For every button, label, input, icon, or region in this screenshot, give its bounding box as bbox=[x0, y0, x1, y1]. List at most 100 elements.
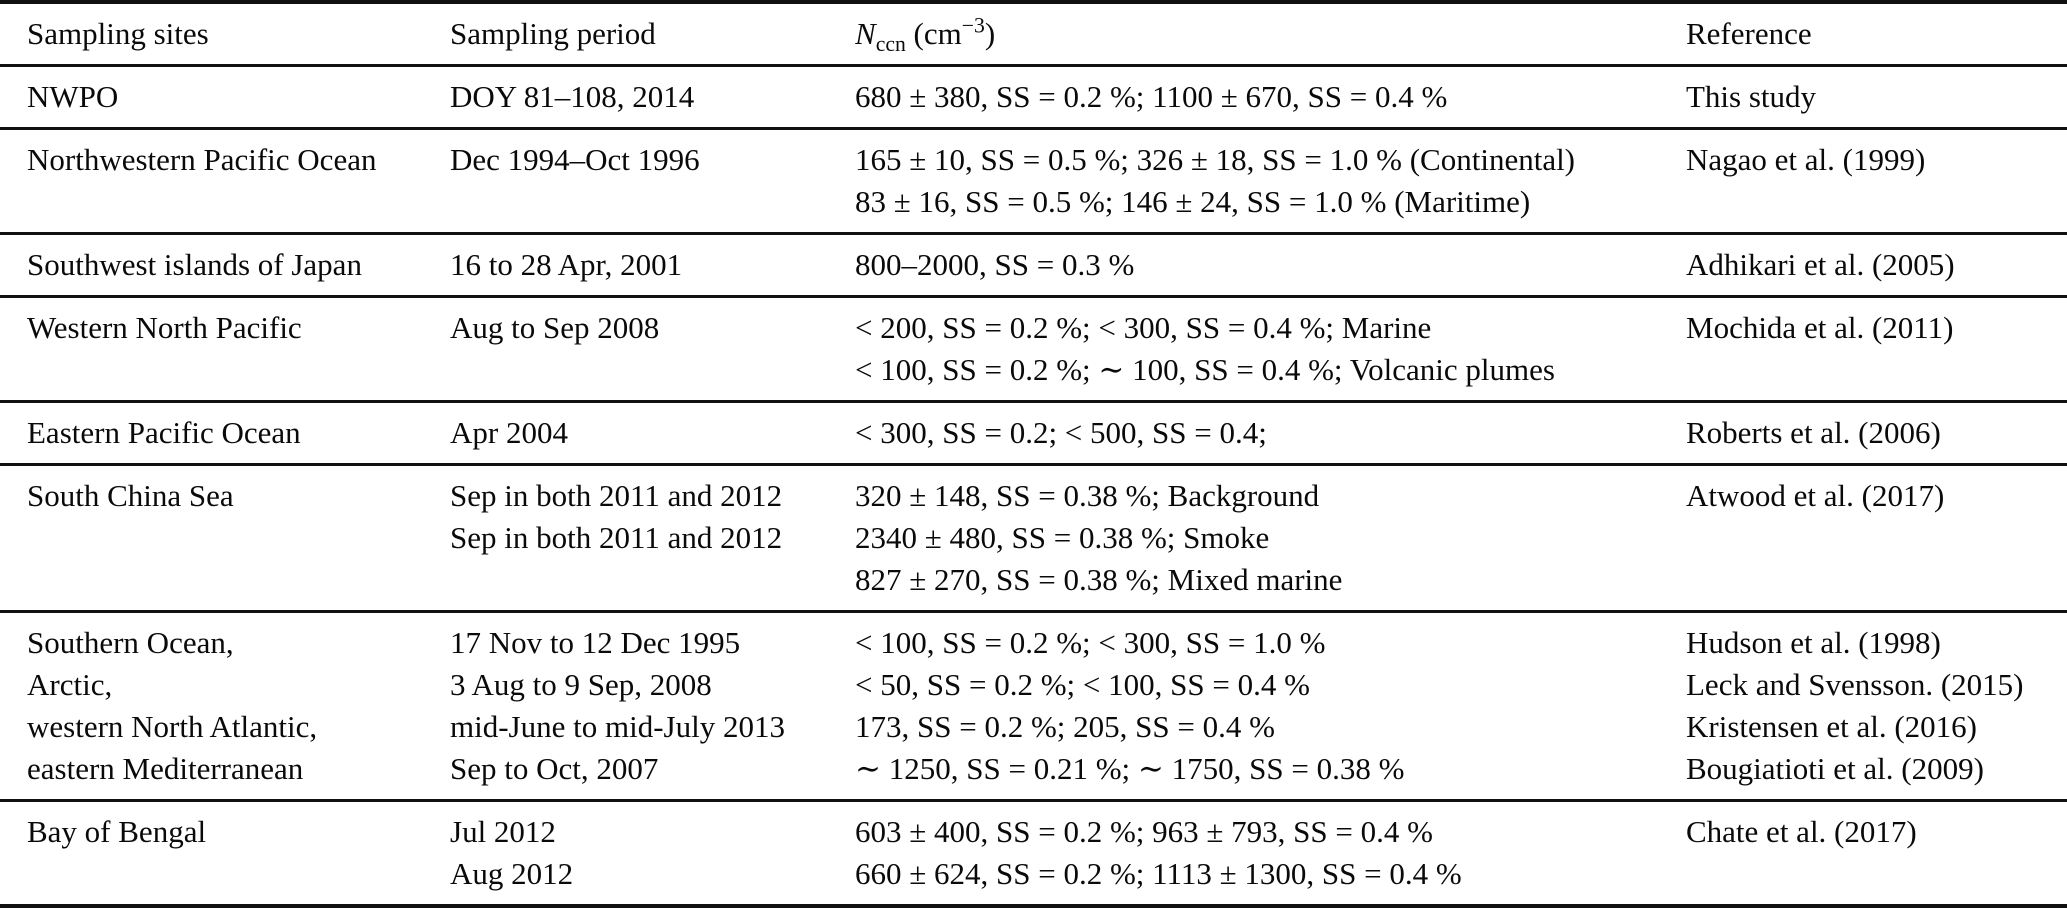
cell-line: Atwood et al. (2017) bbox=[1686, 478, 1945, 513]
cell-line: Aug to Sep 2008 bbox=[450, 310, 660, 345]
cell-line: DOY 81–108, 2014 bbox=[450, 79, 695, 114]
cell-line: Sep in both 2011 and 2012 bbox=[450, 520, 783, 555]
cell-line: Apr 2004 bbox=[450, 415, 568, 450]
table-row-western-north-pacific: Western North Pacific Aug to Sep 2008 < … bbox=[0, 297, 2067, 402]
cell-line: NWPO bbox=[27, 79, 119, 114]
column-header-sampling-sites: Sampling sites bbox=[27, 16, 209, 51]
nccn-unit-open: (cm bbox=[905, 16, 962, 51]
cell-line: < 100, SS = 0.2 %; ∼ 100, SS = 0.4 %; Vo… bbox=[855, 352, 1555, 387]
cell-reference: Atwood et al. (2017) bbox=[1686, 465, 2067, 612]
column-header-nccn: Nccn (cm−3) bbox=[855, 2, 1686, 66]
header-row: Sampling sites Sampling period Nccn (cm−… bbox=[0, 2, 2067, 66]
table-row-bay-of-bengal: Bay of Bengal Jul 2012 Aug 2012 603 ± 40… bbox=[0, 801, 2067, 907]
cell-reference: Chate et al. (2017) bbox=[1686, 801, 2067, 907]
cell-line: Mochida et al. (2011) bbox=[1686, 310, 1954, 345]
cell-reference: Nagao et al. (1999) bbox=[1686, 129, 2067, 234]
table-row-eastern-pacific: Eastern Pacific Ocean Apr 2004 < 300, SS… bbox=[0, 402, 2067, 465]
nccn-symbol: N bbox=[855, 16, 876, 51]
cell-sampling-site: Eastern Pacific Ocean bbox=[0, 402, 450, 465]
cell-line: 660 ± 624, SS = 0.2 %; 1113 ± 1300, SS =… bbox=[855, 856, 1462, 891]
cell-line: < 50, SS = 0.2 %; < 100, SS = 0.4 % bbox=[855, 667, 1310, 702]
column-header-reference: Reference bbox=[1686, 16, 1812, 51]
cell-line: 800–2000, SS = 0.3 % bbox=[855, 247, 1135, 282]
cell-sampling-site: NWPO bbox=[0, 66, 450, 129]
cell-sampling-site: Southern Ocean, Arctic, western North At… bbox=[0, 612, 450, 801]
cell-line: western North Atlantic, bbox=[27, 709, 318, 744]
cell-line: Adhikari et al. (2005) bbox=[1686, 247, 1955, 282]
cell-sampling-period: 17 Nov to 12 Dec 1995 3 Aug to 9 Sep, 20… bbox=[450, 612, 855, 801]
table-row-multi-region: Southern Ocean, Arctic, western North At… bbox=[0, 612, 2067, 801]
cell-line: mid-June to mid-July 2013 bbox=[450, 709, 785, 744]
cell-line: Nagao et al. (1999) bbox=[1686, 142, 1926, 177]
cell-sampling-period: DOY 81–108, 2014 bbox=[450, 66, 855, 129]
cell-line: Eastern Pacific Ocean bbox=[27, 415, 301, 450]
cell-nccn: 603 ± 400, SS = 0.2 %; 963 ± 793, SS = 0… bbox=[855, 801, 1686, 907]
cell-nccn: < 200, SS = 0.2 %; < 300, SS = 0.4 %; Ma… bbox=[855, 297, 1686, 402]
cell-line: South China Sea bbox=[27, 478, 234, 513]
cell-line: < 200, SS = 0.2 %; < 300, SS = 0.4 %; Ma… bbox=[855, 310, 1432, 345]
nccn-subscript: ccn bbox=[875, 32, 906, 57]
cell-sampling-period: Jul 2012 Aug 2012 bbox=[450, 801, 855, 907]
cell-line: 603 ± 400, SS = 0.2 %; 963 ± 793, SS = 0… bbox=[855, 814, 1433, 849]
table-row-south-china-sea: South China Sea Sep in both 2011 and 201… bbox=[0, 465, 2067, 612]
cell-line: 173, SS = 0.2 %; 205, SS = 0.4 % bbox=[855, 709, 1275, 744]
cell-line: Roberts et al. (2006) bbox=[1686, 415, 1941, 450]
cell-line: Jul 2012 bbox=[450, 814, 556, 849]
nccn-exponent: −3 bbox=[961, 13, 985, 38]
cell-line: This study bbox=[1686, 79, 1817, 114]
cell-nccn: < 100, SS = 0.2 %; < 300, SS = 1.0 % < 5… bbox=[855, 612, 1686, 801]
cell-line: Western North Pacific bbox=[27, 310, 302, 345]
column-header-sampling-period: Sampling period bbox=[450, 16, 656, 51]
cell-sampling-site: Northwestern Pacific Ocean bbox=[0, 129, 450, 234]
cell-nccn: < 300, SS = 0.2; < 500, SS = 0.4; bbox=[855, 402, 1686, 465]
cell-nccn: 680 ± 380, SS = 0.2 %; 1100 ± 670, SS = … bbox=[855, 66, 1686, 129]
cell-sampling-period: Apr 2004 bbox=[450, 402, 855, 465]
cell-line: eastern Mediterranean bbox=[27, 751, 304, 786]
cell-sampling-period: Aug to Sep 2008 bbox=[450, 297, 855, 402]
cell-line: Aug 2012 bbox=[450, 856, 574, 891]
cell-line: Bay of Bengal bbox=[27, 814, 207, 849]
cell-line: Southwest islands of Japan bbox=[27, 247, 362, 282]
cell-reference: Roberts et al. (2006) bbox=[1686, 402, 2067, 465]
cell-sampling-site: Western North Pacific bbox=[0, 297, 450, 402]
cell-line: Sep to Oct, 2007 bbox=[450, 751, 659, 786]
cell-line: Hudson et al. (1998) bbox=[1686, 625, 1941, 660]
cell-line: 16 to 28 Apr, 2001 bbox=[450, 247, 683, 282]
cell-reference: Adhikari et al. (2005) bbox=[1686, 234, 2067, 297]
cell-line: 2340 ± 480, SS = 0.38 %; Smoke bbox=[855, 520, 1270, 555]
cell-line: < 100, SS = 0.2 %; < 300, SS = 1.0 % bbox=[855, 625, 1326, 660]
cell-reference: Hudson et al. (1998) Leck and Svensson. … bbox=[1686, 612, 2067, 801]
cell-line: Kristensen et al. (2016) bbox=[1686, 709, 1977, 744]
cell-nccn: 800–2000, SS = 0.3 % bbox=[855, 234, 1686, 297]
cell-line: Bougiatioti et al. (2009) bbox=[1686, 751, 1984, 786]
cell-line: Dec 1994–Oct 1996 bbox=[450, 142, 700, 177]
cell-line: < 300, SS = 0.2; < 500, SS = 0.4; bbox=[855, 415, 1267, 450]
table-row-nwpo: NWPO DOY 81–108, 2014 680 ± 380, SS = 0.… bbox=[0, 66, 2067, 129]
cell-line: 320 ± 148, SS = 0.38 %; Background bbox=[855, 478, 1320, 513]
cell-line: Chate et al. (2017) bbox=[1686, 814, 1917, 849]
cell-line: Arctic, bbox=[27, 667, 113, 702]
cell-line: Northwestern Pacific Ocean bbox=[27, 142, 377, 177]
cell-line: ∼ 1250, SS = 0.21 %; ∼ 1750, SS = 0.38 % bbox=[855, 751, 1405, 786]
nccn-unit-close: ) bbox=[984, 16, 996, 51]
cell-line: 165 ± 10, SS = 0.5 %; 326 ± 18, SS = 1.0… bbox=[855, 142, 1576, 177]
cell-line: Leck and Svensson. (2015) bbox=[1686, 667, 2024, 702]
cell-line: 17 Nov to 12 Dec 1995 bbox=[450, 625, 741, 660]
table-row-northwestern-pacific: Northwestern Pacific Ocean Dec 1994–Oct … bbox=[0, 129, 2067, 234]
cell-nccn: 165 ± 10, SS = 0.5 %; 326 ± 18, SS = 1.0… bbox=[855, 129, 1686, 234]
cell-line: 827 ± 270, SS = 0.38 %; Mixed marine bbox=[855, 562, 1343, 597]
table-row-southwest-japan: Southwest islands of Japan 16 to 28 Apr,… bbox=[0, 234, 2067, 297]
cell-sampling-period: Sep in both 2011 and 2012 Sep in both 20… bbox=[450, 465, 855, 612]
cell-reference: Mochida et al. (2011) bbox=[1686, 297, 2067, 402]
cell-sampling-site: Bay of Bengal bbox=[0, 801, 450, 907]
cell-sampling-period: Dec 1994–Oct 1996 bbox=[450, 129, 855, 234]
cell-sampling-site: Southwest islands of Japan bbox=[0, 234, 450, 297]
cell-line: Southern Ocean, bbox=[27, 625, 234, 660]
cell-line: 680 ± 380, SS = 0.2 %; 1100 ± 670, SS = … bbox=[855, 79, 1448, 114]
cell-sampling-period: 16 to 28 Apr, 2001 bbox=[450, 234, 855, 297]
cell-line: 3 Aug to 9 Sep, 2008 bbox=[450, 667, 712, 702]
cell-line: 83 ± 16, SS = 0.5 %; 146 ± 24, SS = 1.0 … bbox=[855, 184, 1531, 219]
cell-sampling-site: South China Sea bbox=[0, 465, 450, 612]
